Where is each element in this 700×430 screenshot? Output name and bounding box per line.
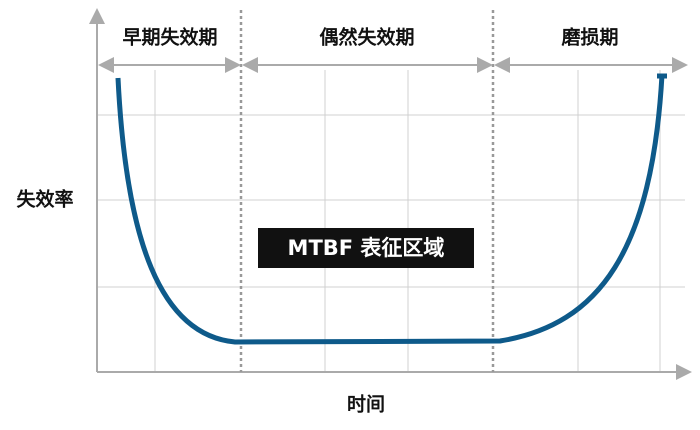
phase-label: 偶然失效期	[319, 26, 414, 49]
y-axis-label: 失效率	[16, 188, 73, 211]
phase-label: 磨损期	[560, 26, 618, 49]
phase-label: 早期失效期	[122, 26, 217, 49]
region-label: MTBF 表征区域	[288, 236, 445, 260]
x-axis-label: 时间	[347, 394, 385, 416]
grid	[97, 70, 685, 372]
bathtub-curve	[115, 74, 665, 345]
region-box	[258, 228, 474, 268]
